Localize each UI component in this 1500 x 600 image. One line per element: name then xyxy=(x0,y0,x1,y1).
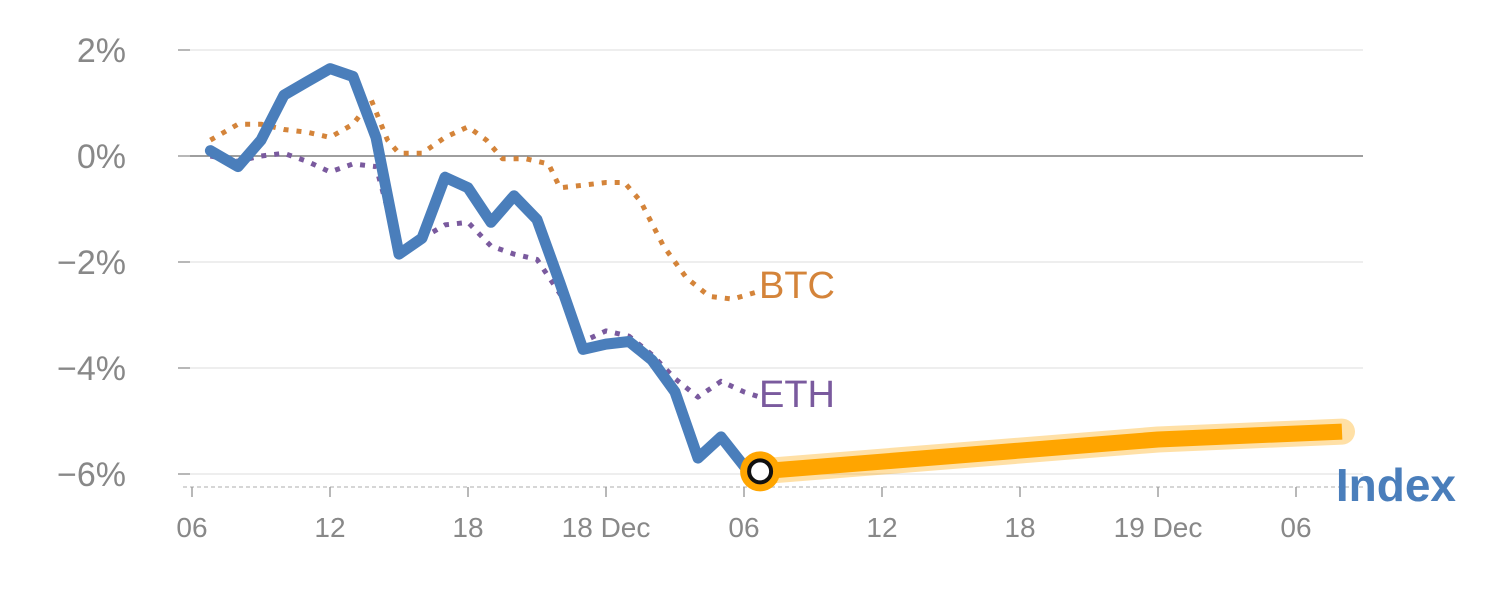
x-tick-label: 18 xyxy=(1004,512,1035,543)
projection-line xyxy=(759,423,1343,480)
x-tick-label: 06 xyxy=(728,512,759,543)
x-tick-label: 19 Dec xyxy=(1114,512,1203,543)
eth-line xyxy=(209,150,761,400)
x-tick-label: 06 xyxy=(1280,512,1311,543)
y-axis-ticks: 2% 0% −2% −4% −6% xyxy=(57,32,126,494)
x-tick-label: 18 xyxy=(452,512,483,543)
y-tick-label: 2% xyxy=(77,32,126,70)
x-axis: 06 12 18 18 Dec 06 12 18 19 Dec 06 xyxy=(176,486,1363,543)
y-tick-label: 0% xyxy=(77,138,126,176)
index-line xyxy=(204,63,766,477)
series-lines xyxy=(204,63,1355,492)
y-tick-label: −2% xyxy=(57,244,126,282)
eth-label: ETH xyxy=(759,374,835,416)
x-tick-label: 12 xyxy=(866,512,897,543)
x-tick-label: 06 xyxy=(176,512,207,543)
marker-point xyxy=(747,458,774,485)
y-tick-label: −4% xyxy=(57,350,126,388)
btc-label: BTC xyxy=(759,265,835,307)
btc-line xyxy=(209,97,761,302)
x-tick-label: 12 xyxy=(314,512,345,543)
y-tick-label: −6% xyxy=(57,456,126,494)
series-labels: BTC ETH Index xyxy=(759,265,1456,511)
x-tick-label: 18 Dec xyxy=(562,512,651,543)
index-label: Index xyxy=(1336,459,1457,511)
